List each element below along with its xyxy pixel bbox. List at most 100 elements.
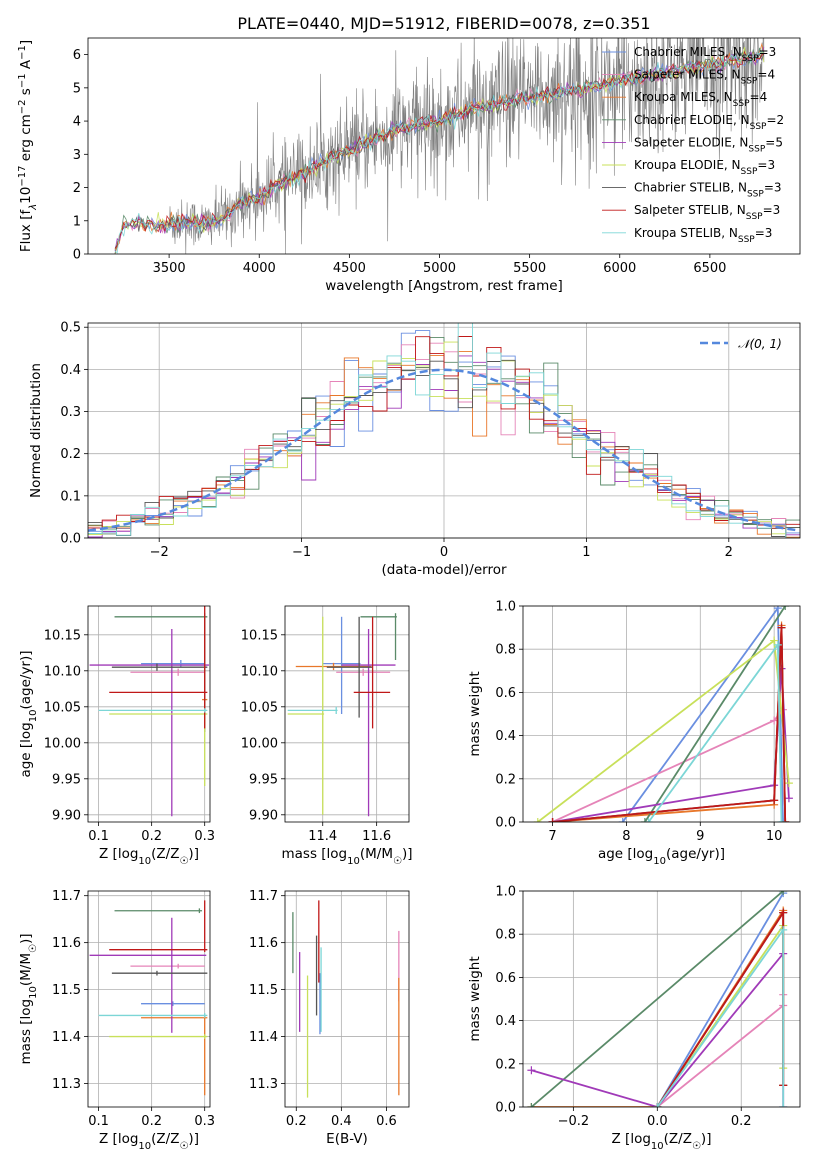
weight-marker-kroupa-elodie (770, 636, 779, 645)
legend-text: Chabrier MILES, N (634, 45, 742, 59)
error-point-salpeter-miles (336, 668, 391, 676)
y-tick-label: 11.7 (52, 889, 81, 904)
x-tick-label: 0.0 (647, 1114, 668, 1129)
panel-age-vs-mass: 11.4 11.6 9.90 9.95 10.00 10.05 10.10 10.15 mass… (241, 605, 413, 867)
legend-text: Salpeter ELODIE, N (634, 135, 748, 149)
x-tick-label: 4000 (243, 261, 276, 276)
legend-text: =3 (755, 226, 773, 240)
y-tick-label: 0.5 (60, 321, 81, 336)
y-tick-label: 0.4 (60, 363, 81, 378)
error-point-salpeter-miles (130, 668, 205, 676)
x-tick-label: 1 (582, 545, 590, 560)
panel-mass-vs-ebv: 0.2 0.4 0.6 11.3 11.4 11.5 11.6 11.7 E(B-V) (249, 889, 410, 1147)
y-tick-label: 0.0 (495, 1101, 516, 1116)
x-tick-label: 4500 (333, 261, 366, 276)
y-axis-label: mass [log10(M/M☉)] (18, 933, 39, 1064)
legend-entry-chabrier-stelib: Chabrier STELIB, NSSP=3 (634, 181, 782, 200)
legend-entry-salpeter-miles: Salpeter MILES, NSSP=4 (634, 68, 775, 87)
x-tick-label: 0 (440, 545, 448, 560)
model-line-kroupa-stelib (114, 50, 765, 254)
legend-text: Kroupa ELODIE, N (634, 158, 741, 172)
legend-sub: SSP (748, 144, 765, 154)
weight-marker-salpeter-stelib (779, 908, 788, 917)
error-point-salpeter-stelib (353, 616, 391, 729)
label-text: s (18, 88, 34, 99)
weight-marker-kroupa-elodie (533, 818, 542, 822)
x-tick-label: 0.2 (141, 829, 162, 844)
axes-frame (87, 322, 801, 539)
label-text: ] (18, 40, 34, 45)
legend-text: Kroupa MILES, N (634, 90, 733, 104)
error-point-salpeter-elodie (89, 917, 207, 1033)
weight-marker-chabrier-elodie (640, 818, 649, 822)
y-tick-label: 0 (73, 248, 81, 263)
x-tick-label: 5000 (423, 261, 456, 276)
label-text: )] (701, 1131, 712, 1147)
label-sub: 10 (138, 1141, 151, 1152)
label-sub: 10 (28, 986, 39, 999)
plot-area-mass-weight-vs-age (533, 606, 793, 822)
weight-marker-salpeter-elodie (527, 1066, 536, 1075)
error-point-kroupa-stelib (98, 708, 208, 713)
legend-entry-kroupa-stelib: Kroupa STELIB, NSSP=3 (634, 226, 772, 245)
x-tick-label: 6500 (693, 261, 726, 276)
legend-entry-normal: 𝒩(0, 1) (738, 337, 782, 351)
weight-line-salpeter-miles (552, 709, 784, 822)
legend-entry-salpeter-elodie: Salpeter ELODIE, NSSP=5 (634, 135, 783, 154)
x-tick-label: 11.4 (308, 829, 337, 844)
y-tick-label: 0.6 (495, 686, 516, 701)
label-sub: ☉ (393, 856, 402, 867)
x-tick-label: 0.3 (194, 1114, 215, 1129)
panel-spectrum: 3500 4000 4500 5000 5500 6000 6500 0 1 2 3 4 5 6 wavel… (17, 37, 801, 294)
weight-marker-chabrier-elodie (779, 891, 788, 895)
label-text: erg cm (18, 114, 34, 165)
error-point-salpeter-elodie (89, 629, 209, 817)
label-text: age [log (18, 722, 34, 777)
weight-line-salpeter-miles (656, 994, 785, 1107)
plot-area-spectrum (114, 38, 765, 254)
weight-line-kroupa-stelib (656, 927, 785, 1107)
x-tick-label: 0.2 (141, 1114, 162, 1129)
x-tick-label: −2 (150, 545, 169, 560)
y-tick-label: 10.10 (44, 664, 81, 679)
weight-marker-kroupa-stelib (779, 925, 788, 934)
plot-area-mass-vs-z (89, 900, 208, 1096)
label-sub: 10 (651, 1141, 664, 1152)
label-sup: −17 (17, 166, 28, 187)
label-text: mass weight (467, 956, 483, 1041)
axes-frame (87, 605, 211, 823)
error-point-kroupa-elodie (109, 1034, 208, 1039)
error-point-salpeter-miles (130, 963, 205, 969)
model-line-chabrier-stelib (114, 52, 765, 249)
legend-sub: SSP (738, 235, 755, 245)
error-point-chabrier-elodie (360, 613, 397, 660)
legend-entry-salpeter-stelib: Salpeter STELIB, NSSP=3 (634, 203, 780, 222)
legend-sub: SSP (733, 99, 750, 109)
legend-entry-kroupa-elodie: Kroupa ELODIE, NSSP=3 (634, 158, 775, 177)
label-text: E(B-V) (326, 1131, 368, 1147)
weight-marker-salpeter-elodie (784, 794, 793, 803)
label-sup: −1 (17, 73, 28, 88)
weight-marker-chabrier-miles (618, 818, 627, 822)
error-point-salpeter-stelib (109, 900, 208, 953)
x-tick-label: 10 (766, 829, 783, 844)
weight-line-chabrier-elodie (530, 891, 784, 1107)
legend-text: Chabrier STELIB, N (634, 181, 747, 195)
x-tick-label: 0.1 (88, 829, 109, 844)
axes-frame (284, 890, 410, 1108)
error-point-chabrier-miles (141, 1001, 205, 1007)
weight-marker-kroupa-stelib (777, 818, 786, 822)
weight-marker-kroupa-stelib (653, 1103, 662, 1107)
legend-text: =2 (766, 113, 784, 127)
error-point-kroupa-elodie (287, 616, 325, 815)
label-text: wavelength [Angstrom, rest frame] (325, 278, 563, 294)
weight-line-chabrier-miles (656, 892, 784, 1107)
x-tick-label: 6000 (603, 261, 636, 276)
panel-residuals: −2 −1 0 1 2 0.0 0.1 0.2 0.3 0.4 0.5 (data-model)/er… (28, 321, 801, 578)
x-tick-label: 7 (548, 829, 556, 844)
legend-text: Chabrier ELODIE, N (634, 113, 750, 127)
label-text: mass weight (467, 671, 483, 756)
model-line-kroupa-miles (114, 42, 765, 254)
weight-line-chabrier-miles (621, 606, 784, 822)
legend-entry-chabrier-miles: Chabrier MILES, NSSP=3 (634, 45, 776, 64)
